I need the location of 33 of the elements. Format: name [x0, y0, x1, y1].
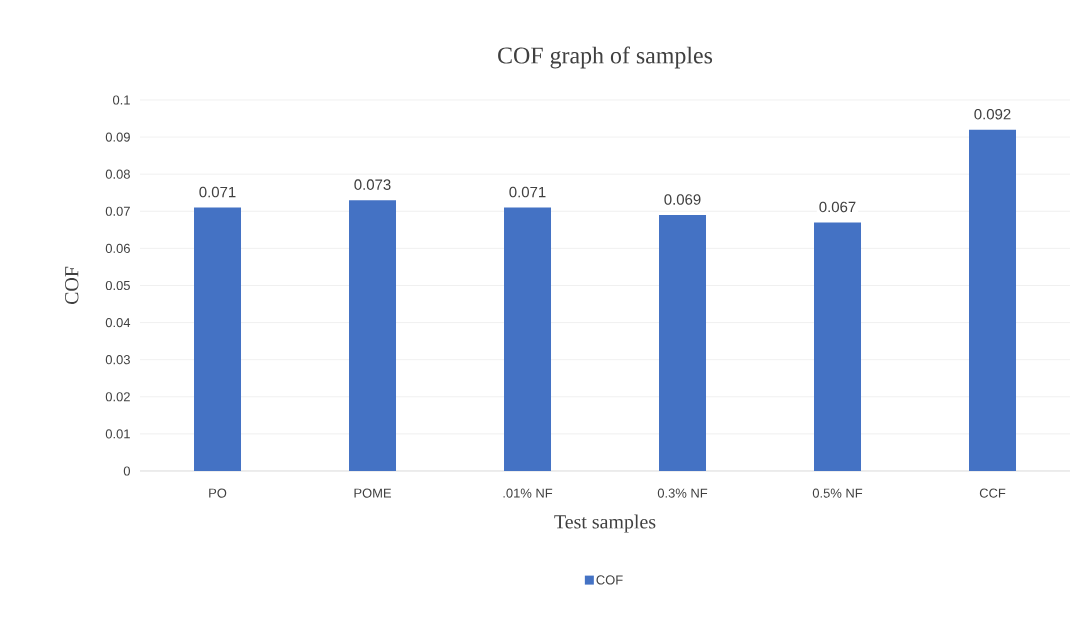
y-axis-title: COF [65, 266, 79, 305]
data-label: 0.092 [974, 108, 1011, 120]
bar [194, 207, 242, 471]
y-tick-label: 0.01 [105, 429, 130, 439]
x-tick-label: PO [209, 488, 227, 498]
y-tick-label: 0.04 [105, 318, 131, 328]
y-tick-label: 0.03 [105, 355, 130, 365]
x-tick-label: CCF [979, 488, 1006, 498]
y-tick-label: 0.1 [112, 95, 130, 105]
x-tick-label: 0.3% NF [657, 488, 708, 498]
y-tick-label: 0 [123, 466, 130, 476]
x-axis-title: Test samples [554, 514, 656, 533]
y-tick-label: 0.06 [105, 243, 130, 253]
bar [659, 214, 707, 471]
x-tick-label: POME [354, 488, 392, 498]
data-label: 0.071 [199, 186, 236, 198]
data-label: 0.073 [354, 179, 391, 190]
bar [969, 129, 1017, 471]
data-label: 0.067 [819, 201, 856, 213]
bar [814, 222, 862, 471]
y-tick-label: 0.07 [105, 206, 130, 216]
bar [349, 200, 397, 471]
x-tick-label: .01% NF [503, 488, 553, 498]
data-label: 0.069 [664, 194, 701, 205]
y-tick-label: 0.09 [105, 132, 130, 142]
y-tick-label: 0.08 [105, 169, 130, 179]
chart-title: COF graph of samples [498, 46, 713, 69]
legend-label: COF [596, 575, 623, 585]
y-tick-label: 0.02 [105, 392, 130, 402]
bar [504, 207, 552, 471]
y-tick-label: 0.05 [105, 280, 130, 291]
x-tick-label: 0.5% NF [812, 488, 863, 498]
data-label: 0.071 [509, 186, 546, 198]
